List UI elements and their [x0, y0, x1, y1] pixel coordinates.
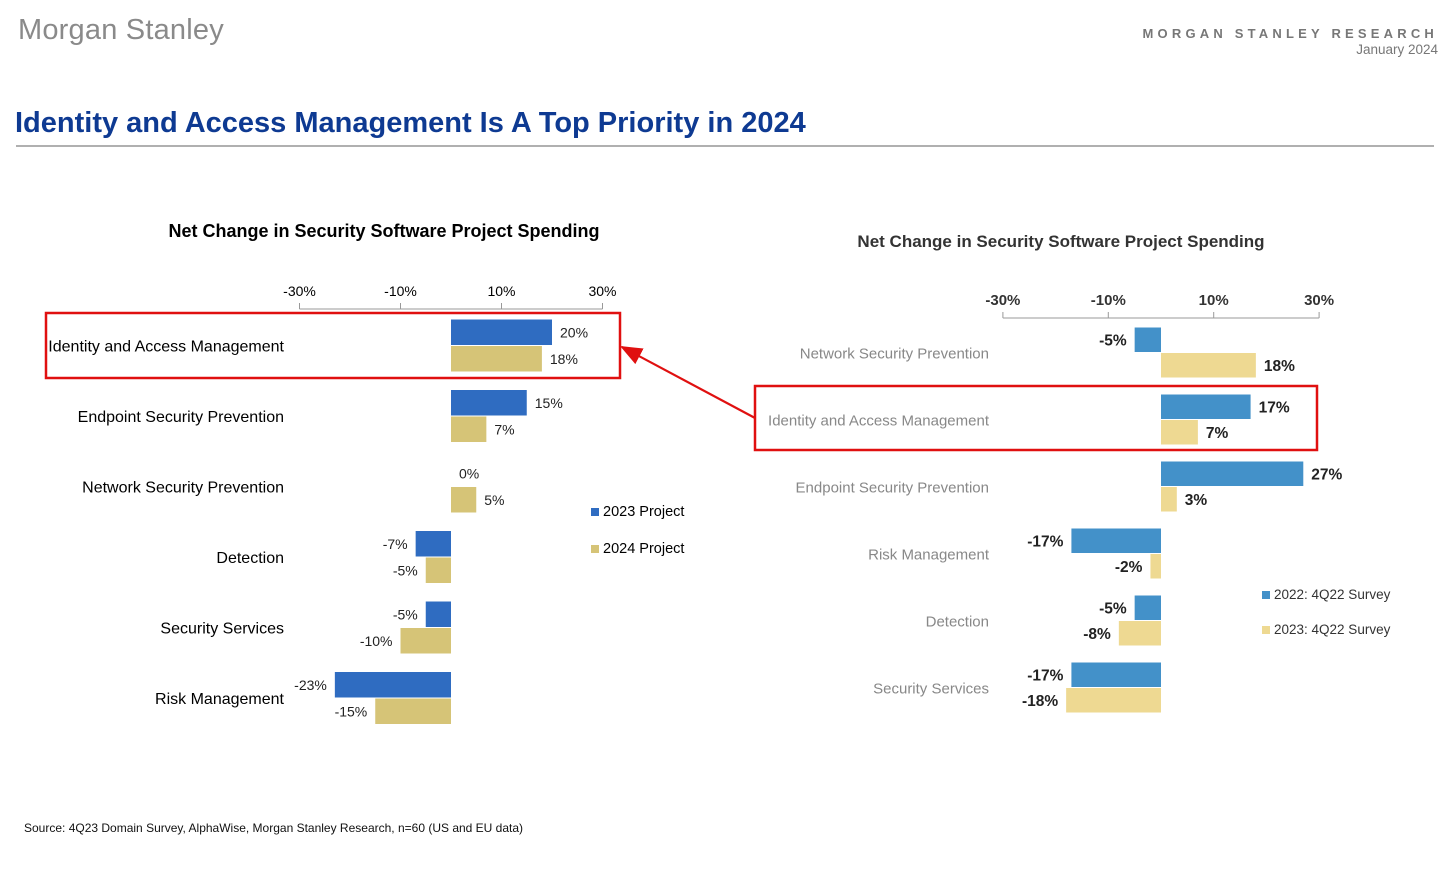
left-chart-title: Net Change in Security Software Project …: [168, 221, 599, 241]
right-data-label: 27%: [1311, 467, 1342, 484]
right-chart-title: Net Change in Security Software Project …: [857, 232, 1264, 251]
left-data-label: -23%: [294, 677, 327, 693]
right-data-label: 17%: [1259, 400, 1290, 417]
right-category-label: Network Security Prevention: [800, 345, 989, 362]
left-data-label: -7%: [383, 536, 408, 552]
left-bar: [334, 672, 451, 698]
left-data-label: 7%: [494, 422, 514, 438]
left-category-label: Security Services: [160, 621, 284, 638]
right-x-tick-label: 30%: [1304, 292, 1334, 309]
left-x-tick-label: 30%: [588, 283, 616, 299]
right-bar: [1161, 394, 1251, 419]
left-bar: [415, 531, 451, 557]
right-bar: [1161, 420, 1198, 445]
left-legend-label: 2024 Project: [603, 541, 684, 557]
right-bar: [1071, 528, 1161, 553]
right-data-label: -17%: [1027, 534, 1063, 551]
left-bar: [425, 557, 451, 583]
left-category-label: Detection: [216, 550, 284, 567]
right-bar: [1161, 353, 1256, 378]
right-bar: [1066, 688, 1161, 713]
page-title: Identity and Access Management Is A Top …: [15, 107, 806, 139]
right-data-label: -2%: [1115, 559, 1143, 576]
left-data-label: 5%: [484, 492, 504, 508]
right-x-tick-label: 10%: [1199, 292, 1229, 309]
left-bar: [451, 487, 477, 513]
left-category-label: Network Security Prevention: [82, 480, 284, 497]
right-bar: [1134, 595, 1161, 620]
left-legend-label: 2023 Project: [603, 504, 684, 520]
left-x-tick-label: 10%: [487, 283, 515, 299]
right-legend-swatch: [1262, 626, 1270, 634]
right-data-label: 18%: [1264, 358, 1295, 375]
research-header: MORGAN STANLEY RESEARCH January 2024: [1143, 26, 1438, 57]
left-data-label: -10%: [360, 633, 393, 649]
right-data-label: 7%: [1206, 425, 1229, 442]
research-label: MORGAN STANLEY RESEARCH: [1142, 26, 1438, 41]
left-legend-swatch: [591, 508, 599, 516]
left-bar: [451, 416, 487, 442]
right-legend-swatch: [1262, 591, 1270, 599]
morgan-stanley-logo: Morgan Stanley: [18, 14, 224, 46]
right-data-label: -17%: [1027, 668, 1063, 685]
report-date: January 2024: [1356, 42, 1438, 57]
left-category-label: Risk Management: [155, 691, 285, 708]
left-bar: [375, 698, 451, 724]
left-legend-swatch: [591, 545, 599, 553]
right-data-label: -18%: [1022, 693, 1058, 710]
left-category-label: Endpoint Security Prevention: [78, 409, 284, 426]
right-legend-label: 2022: 4Q22 Survey: [1274, 587, 1391, 602]
right-category-label: Risk Management: [868, 546, 990, 563]
right-x-tick-label: -10%: [1091, 292, 1126, 309]
left-data-label: -5%: [393, 607, 418, 623]
left-data-label: 0%: [459, 466, 479, 482]
right-data-label: 3%: [1185, 492, 1208, 509]
right-category-label: Detection: [926, 613, 989, 630]
right-category-label: Identity and Access Management: [768, 412, 990, 429]
right-bar: [1134, 327, 1161, 352]
left-bar: [425, 601, 451, 627]
right-bar: [1161, 461, 1304, 486]
right-category-label: Endpoint Security Prevention: [796, 479, 989, 496]
right-data-label: -5%: [1099, 333, 1127, 350]
left-bar: [400, 628, 451, 654]
right-bar-chart: Net Change in Security Software Project …: [768, 232, 1391, 713]
right-data-label: -5%: [1099, 601, 1127, 618]
right-bar: [1118, 621, 1161, 646]
left-data-label: -15%: [335, 704, 368, 720]
left-x-tick-label: -30%: [283, 283, 316, 299]
source-note: Source: 4Q23 Domain Survey, AlphaWise, M…: [24, 821, 524, 835]
right-bar: [1150, 554, 1161, 579]
right-bar: [1071, 662, 1161, 687]
left-data-label: -5%: [393, 563, 418, 579]
right-x-tick-label: -30%: [985, 292, 1020, 309]
right-bar: [1161, 487, 1177, 512]
left-bar: [451, 390, 527, 416]
right-data-label: -8%: [1083, 626, 1111, 643]
right-legend-label: 2023: 4Q22 Survey: [1274, 622, 1391, 637]
title-divider: [16, 145, 1434, 147]
left-data-label: 15%: [535, 395, 563, 411]
right-category-label: Security Services: [873, 680, 989, 697]
left-x-tick-label: -10%: [384, 283, 417, 299]
